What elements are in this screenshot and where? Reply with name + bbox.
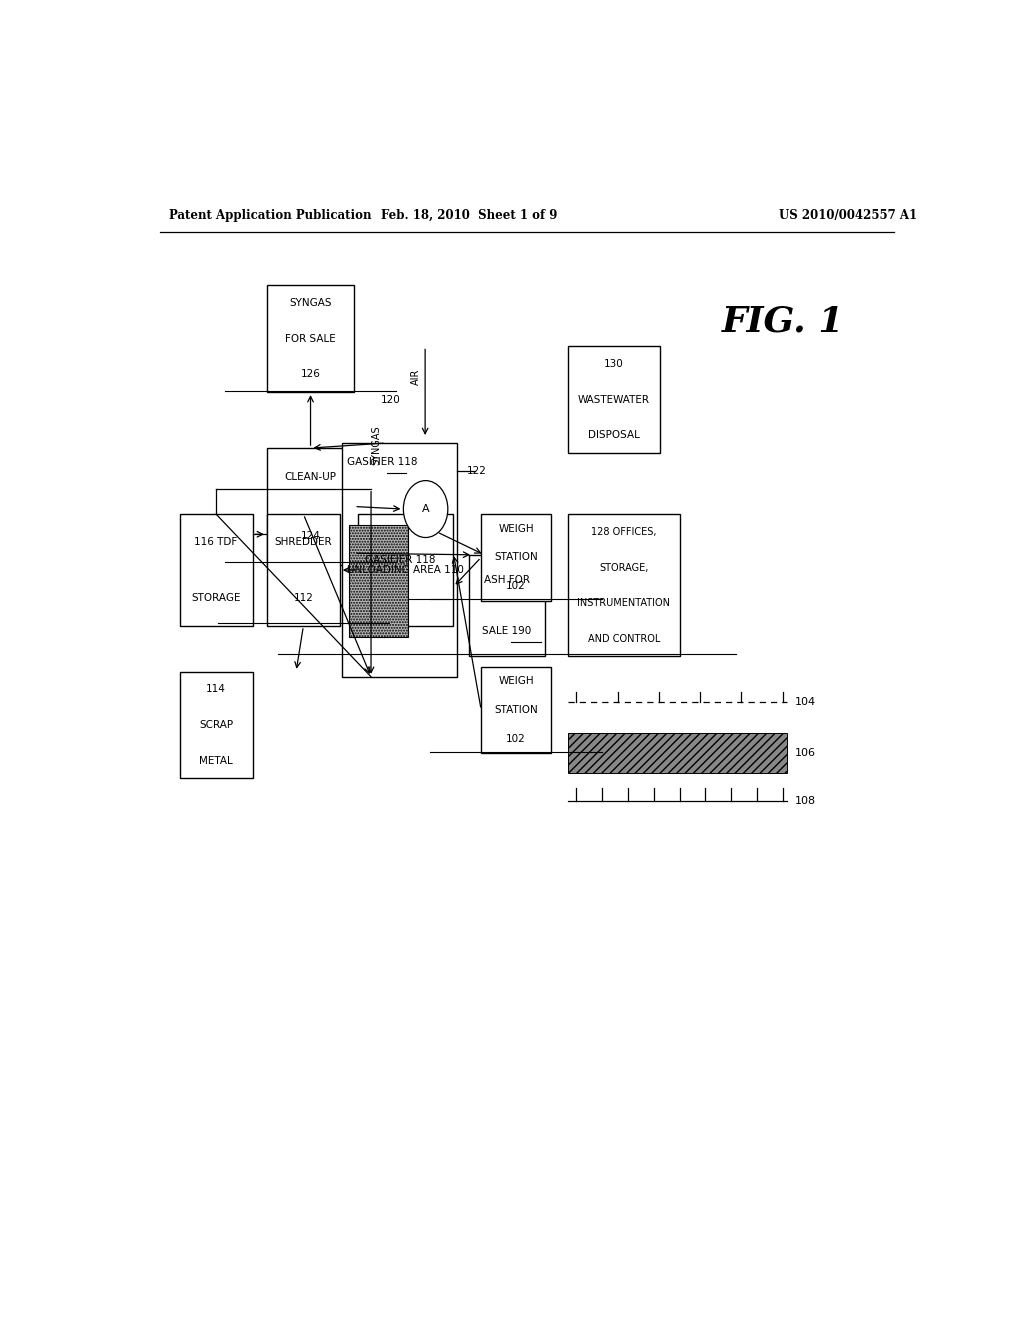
Bar: [342, 444, 458, 677]
Bar: [568, 733, 786, 774]
Text: FOR SALE: FOR SALE: [285, 334, 336, 343]
Text: 104: 104: [795, 697, 816, 708]
Text: GASIFIER 118: GASIFIER 118: [365, 554, 435, 565]
Bar: [348, 525, 409, 638]
Text: US 2010/0042557 A1: US 2010/0042557 A1: [778, 210, 916, 222]
Bar: [481, 667, 551, 752]
Bar: [179, 513, 253, 626]
Text: 124: 124: [301, 531, 321, 541]
Text: 126: 126: [301, 370, 321, 379]
Bar: [267, 285, 354, 392]
Text: SHREDDER: SHREDDER: [274, 537, 332, 546]
Bar: [568, 515, 680, 656]
Text: INSTRUMENTATION: INSTRUMENTATION: [578, 598, 671, 609]
Text: STORAGE,: STORAGE,: [599, 562, 648, 573]
Bar: [267, 513, 340, 626]
Text: CLEAN-UP: CLEAN-UP: [285, 473, 337, 482]
Text: AND CONTROL: AND CONTROL: [588, 634, 660, 644]
Bar: [568, 733, 786, 774]
Bar: [179, 672, 253, 779]
Text: 106: 106: [795, 748, 816, 758]
Text: GASIFIER 118: GASIFIER 118: [347, 457, 418, 467]
Text: AIR: AIR: [411, 368, 421, 385]
Text: 102: 102: [506, 581, 526, 591]
Text: SCRAP: SCRAP: [199, 719, 233, 730]
Bar: [481, 515, 551, 601]
Bar: [568, 346, 659, 453]
Text: UNLOADING AREA 110: UNLOADING AREA 110: [347, 565, 464, 576]
Text: SALE 190: SALE 190: [482, 626, 531, 636]
Text: 108: 108: [795, 796, 816, 805]
Text: 128 OFFICES,: 128 OFFICES,: [591, 527, 656, 537]
Text: DISPOSAL: DISPOSAL: [588, 430, 640, 441]
Text: STORAGE: STORAGE: [191, 593, 241, 603]
Bar: [469, 554, 545, 656]
Text: WEIGH: WEIGH: [499, 524, 534, 533]
Bar: [267, 447, 354, 565]
Text: METAL: METAL: [200, 755, 233, 766]
Text: ASH FOR: ASH FOR: [484, 576, 530, 585]
Text: 122: 122: [467, 466, 486, 477]
Text: STATION: STATION: [495, 705, 538, 715]
Text: STATION: STATION: [495, 552, 538, 562]
Text: SYNGAS: SYNGAS: [289, 298, 332, 309]
Text: Feb. 18, 2010  Sheet 1 of 9: Feb. 18, 2010 Sheet 1 of 9: [381, 210, 557, 222]
Text: 114: 114: [206, 685, 226, 694]
Text: 130: 130: [604, 359, 624, 370]
Bar: [358, 513, 454, 626]
Text: 116 TDF: 116 TDF: [195, 537, 238, 546]
Text: 102: 102: [506, 734, 526, 743]
Text: 120: 120: [381, 395, 400, 405]
Text: FIG. 1: FIG. 1: [722, 304, 844, 338]
Text: WEIGH: WEIGH: [499, 676, 534, 686]
Text: 112: 112: [294, 593, 313, 603]
Text: SYNGAS: SYNGAS: [372, 426, 382, 466]
Text: WASTEWATER: WASTEWATER: [579, 395, 650, 405]
Circle shape: [403, 480, 447, 537]
Text: A: A: [422, 504, 429, 513]
Text: Patent Application Publication: Patent Application Publication: [169, 210, 372, 222]
